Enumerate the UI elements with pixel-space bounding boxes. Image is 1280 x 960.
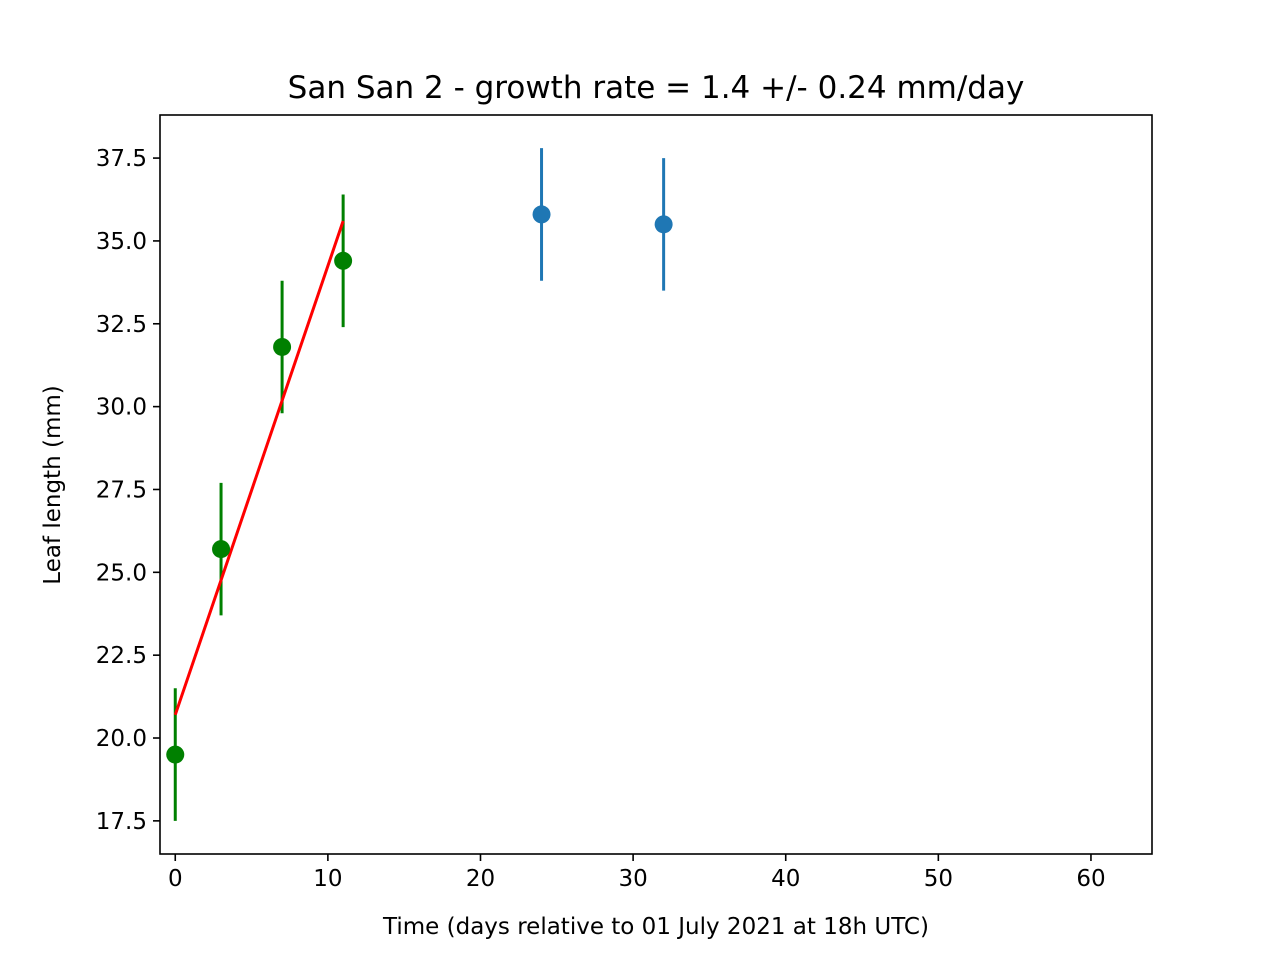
fit-line	[173, 220, 345, 716]
x-tick-label: 50	[924, 866, 953, 892]
y-tick-label: 20.0	[96, 726, 147, 752]
plot-area	[166, 148, 673, 821]
data-point	[334, 251, 353, 270]
data-point	[273, 337, 292, 356]
y-tick-label: 27.5	[96, 477, 147, 503]
data-point	[166, 745, 185, 764]
y-tick-label: 22.5	[96, 643, 147, 669]
y-tick-label: 17.5	[96, 809, 147, 835]
y-tick-label: 32.5	[96, 312, 147, 338]
y-tick-label: 25.0	[96, 560, 147, 586]
y-tick-label: 30.0	[96, 395, 147, 421]
data-point	[532, 205, 551, 224]
chart-title: San San 2 - growth rate = 1.4 +/- 0.24 m…	[288, 70, 1025, 106]
x-axis: 0 10 20 30 40 50 60	[168, 854, 1106, 892]
x-tick-label: 60	[1076, 866, 1105, 892]
y-tick-label: 37.5	[96, 146, 147, 172]
y-tick-label: 35.0	[96, 229, 147, 255]
y-axis: 17.5 20.0 22.5 25.0 27.5 30.0 32.5 35.0 37.5	[96, 146, 160, 835]
x-tick-label: 0	[168, 866, 183, 892]
x-tick-label: 10	[313, 866, 342, 892]
y-axis-label: Leaf length (mm)	[40, 385, 66, 584]
x-axis-label: Time (days relative to 01 July 2021 at 1…	[382, 914, 929, 940]
x-tick-label: 40	[771, 866, 800, 892]
x-tick-label: 30	[618, 866, 647, 892]
data-point	[212, 540, 231, 559]
plot-frame	[159, 114, 1153, 855]
x-tick-label: 20	[466, 866, 495, 892]
data-point	[654, 215, 673, 234]
